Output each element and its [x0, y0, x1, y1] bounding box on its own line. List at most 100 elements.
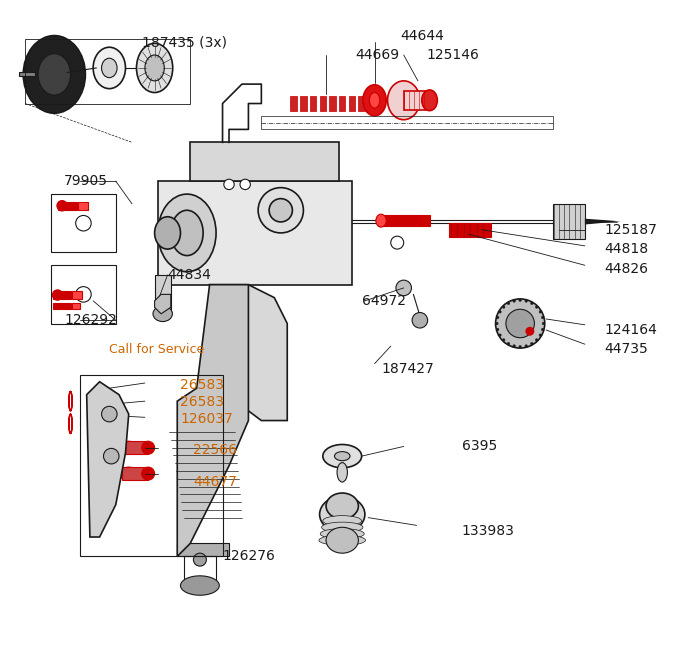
Bar: [339, 96, 346, 111]
Circle shape: [269, 199, 292, 222]
Ellipse shape: [319, 535, 365, 545]
Polygon shape: [210, 285, 287, 421]
Ellipse shape: [337, 463, 347, 482]
Text: 126276: 126276: [222, 549, 275, 564]
Polygon shape: [191, 142, 339, 181]
Text: 124164: 124164: [604, 323, 657, 337]
Ellipse shape: [158, 194, 216, 272]
Ellipse shape: [171, 210, 203, 256]
Bar: [51, 265, 116, 324]
Bar: [19, 72, 35, 76]
Bar: [378, 215, 430, 226]
Circle shape: [507, 342, 510, 345]
Circle shape: [513, 345, 515, 347]
Ellipse shape: [376, 214, 386, 227]
Text: 187427: 187427: [381, 362, 434, 376]
Bar: [80, 375, 222, 556]
Ellipse shape: [370, 93, 380, 108]
Ellipse shape: [119, 441, 138, 454]
Text: 44826: 44826: [604, 261, 648, 276]
Circle shape: [541, 316, 544, 319]
Ellipse shape: [153, 306, 172, 322]
Circle shape: [258, 188, 304, 233]
Polygon shape: [585, 219, 620, 225]
Ellipse shape: [363, 85, 386, 116]
Text: 44735: 44735: [604, 342, 648, 356]
Bar: [449, 223, 491, 237]
Bar: [261, 116, 553, 129]
Ellipse shape: [23, 36, 85, 113]
Circle shape: [104, 448, 119, 464]
Bar: [53, 291, 71, 299]
Circle shape: [496, 299, 544, 348]
Circle shape: [102, 406, 117, 422]
Circle shape: [240, 179, 250, 190]
Bar: [348, 96, 355, 111]
Bar: [359, 96, 365, 111]
Ellipse shape: [136, 43, 173, 93]
Polygon shape: [177, 285, 248, 556]
Bar: [300, 96, 306, 111]
Text: 79905: 79905: [64, 174, 108, 188]
Circle shape: [506, 309, 534, 338]
Circle shape: [396, 280, 412, 296]
Circle shape: [76, 215, 92, 231]
Ellipse shape: [180, 576, 219, 595]
Circle shape: [542, 322, 544, 325]
Ellipse shape: [38, 54, 71, 95]
Bar: [403, 91, 430, 110]
Text: 6395: 6395: [462, 439, 497, 454]
Bar: [122, 441, 148, 454]
Bar: [553, 204, 585, 239]
Polygon shape: [155, 294, 171, 314]
Text: 126037: 126037: [180, 412, 233, 426]
Ellipse shape: [102, 58, 117, 78]
Text: 133983: 133983: [462, 523, 515, 538]
Bar: [51, 194, 116, 252]
Ellipse shape: [323, 444, 361, 468]
Bar: [155, 275, 171, 311]
Circle shape: [530, 302, 533, 305]
Circle shape: [519, 345, 521, 348]
Bar: [78, 202, 88, 210]
Bar: [122, 467, 148, 480]
Circle shape: [536, 306, 538, 309]
Bar: [310, 96, 317, 111]
Ellipse shape: [334, 452, 350, 461]
Ellipse shape: [326, 527, 359, 553]
Circle shape: [76, 287, 92, 302]
Ellipse shape: [57, 201, 67, 211]
Polygon shape: [177, 543, 229, 556]
Text: 126292: 126292: [64, 313, 117, 327]
Bar: [58, 202, 77, 210]
Circle shape: [507, 302, 510, 305]
Bar: [330, 96, 336, 111]
Text: 64972: 64972: [361, 294, 405, 308]
Circle shape: [496, 328, 499, 331]
Text: Call for Service: Call for Service: [109, 343, 205, 356]
Ellipse shape: [142, 467, 155, 480]
Text: 26583: 26583: [180, 378, 224, 392]
Bar: [290, 96, 297, 111]
Ellipse shape: [119, 467, 138, 480]
Bar: [319, 96, 326, 111]
Bar: [184, 556, 216, 582]
Ellipse shape: [320, 529, 364, 539]
Text: 44834: 44834: [167, 268, 212, 282]
Text: 187435 (3x): 187435 (3x): [142, 35, 226, 49]
Ellipse shape: [422, 90, 437, 111]
Circle shape: [502, 338, 505, 341]
Text: 22566: 22566: [193, 443, 237, 457]
Text: 125187: 125187: [604, 223, 657, 237]
Ellipse shape: [145, 55, 164, 81]
Ellipse shape: [388, 81, 420, 120]
Circle shape: [499, 334, 501, 336]
Bar: [25, 39, 191, 104]
Circle shape: [539, 311, 542, 313]
Circle shape: [412, 313, 428, 328]
Circle shape: [536, 338, 538, 341]
Ellipse shape: [155, 217, 180, 249]
Circle shape: [526, 327, 534, 335]
Ellipse shape: [321, 522, 363, 532]
Text: 44818: 44818: [604, 242, 648, 256]
